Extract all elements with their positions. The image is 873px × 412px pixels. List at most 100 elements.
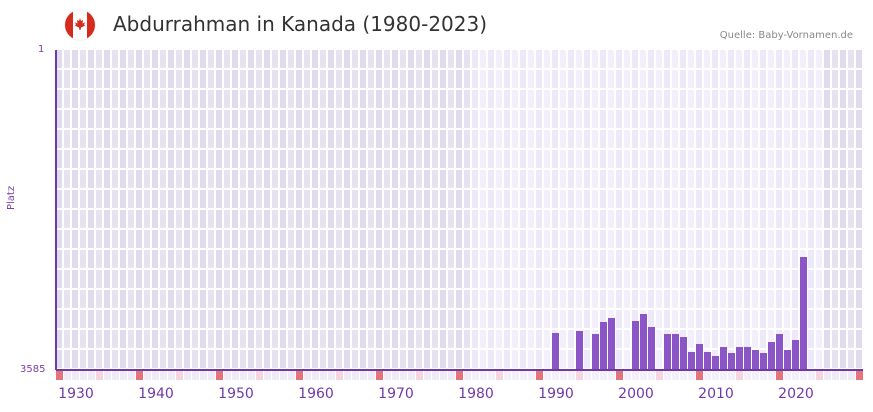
- grid-column: [776, 50, 784, 370]
- bar-2014[interactable]: [744, 347, 751, 370]
- bar-2018[interactable]: [776, 333, 783, 370]
- year-marker: [696, 371, 703, 380]
- year-marker: [728, 371, 735, 380]
- year-marker: [472, 371, 479, 380]
- grid-column: [808, 50, 816, 370]
- grid-column: [248, 50, 256, 370]
- grid-column: [464, 50, 472, 370]
- grid-column: [720, 50, 728, 370]
- year-marker: [592, 371, 599, 380]
- grid-column: [672, 50, 680, 370]
- grid-column: [816, 50, 824, 370]
- x-tick-label: 1980: [458, 386, 494, 402]
- grid-column: [192, 50, 200, 370]
- year-marker: [440, 371, 447, 380]
- bar-2005[interactable]: [672, 333, 679, 370]
- year-marker: [176, 371, 183, 380]
- year-marker: [656, 371, 663, 380]
- bar-2020[interactable]: [792, 340, 799, 370]
- year-marker: [192, 371, 199, 380]
- bar-1990[interactable]: [552, 332, 559, 370]
- bar-2011[interactable]: [720, 347, 727, 370]
- year-marker: [680, 371, 687, 380]
- year-marker: [776, 371, 783, 380]
- bar-2000[interactable]: [632, 321, 639, 370]
- grid-column: [440, 50, 448, 370]
- grid-column: [88, 50, 96, 370]
- year-marker: [288, 371, 295, 380]
- grid-column: [744, 50, 752, 370]
- year-marker: [248, 371, 255, 380]
- grid-column: [176, 50, 184, 370]
- grid-column: [584, 50, 592, 370]
- bar-1996[interactable]: [600, 322, 607, 370]
- x-tick-label: 2020: [778, 386, 814, 402]
- year-marker: [128, 371, 135, 380]
- year-marker: [208, 371, 215, 380]
- grid-column: [520, 50, 528, 370]
- year-marker: [784, 371, 791, 380]
- year-marker: [280, 371, 287, 380]
- grid-column: [712, 50, 720, 370]
- year-marker: [64, 371, 71, 380]
- bar-2008[interactable]: [696, 344, 703, 370]
- year-marker: [632, 371, 639, 380]
- year-marker: [104, 371, 111, 380]
- grid-column: [448, 50, 456, 370]
- grid-column: [544, 50, 552, 370]
- grid-column: [424, 50, 432, 370]
- year-marker: [464, 371, 471, 380]
- bar-2007[interactable]: [688, 352, 695, 370]
- grid-column: [168, 50, 176, 370]
- year-marker: [72, 371, 79, 380]
- year-marker: [584, 371, 591, 380]
- bar-1995[interactable]: [592, 333, 599, 370]
- grid-column: [392, 50, 400, 370]
- bar-2006[interactable]: [680, 336, 687, 370]
- year-marker: [840, 371, 847, 380]
- year-marker: [416, 371, 423, 380]
- year-marker: [760, 371, 767, 380]
- bar-2021[interactable]: [800, 257, 807, 370]
- bar-2013[interactable]: [736, 347, 743, 370]
- bar-2017[interactable]: [768, 341, 775, 370]
- bar-2015[interactable]: [752, 349, 759, 370]
- grid-column: [96, 50, 104, 370]
- grid-column: [360, 50, 368, 370]
- bar-1997[interactable]: [608, 317, 615, 370]
- year-marker: [640, 371, 647, 380]
- bar-2019[interactable]: [784, 349, 791, 370]
- year-marker: [264, 371, 271, 380]
- year-marker: [256, 371, 263, 380]
- grid-column: [112, 50, 120, 370]
- year-marker: [576, 371, 583, 380]
- grid-column: [560, 50, 568, 370]
- year-marker: [824, 371, 831, 380]
- year-marker: [856, 371, 863, 380]
- grid-column: [128, 50, 136, 370]
- grid-column: [536, 50, 544, 370]
- grid-column: [400, 50, 408, 370]
- grid-column: [480, 50, 488, 370]
- year-marker: [272, 371, 279, 380]
- bar-2010[interactable]: [712, 356, 719, 370]
- bar-2004[interactable]: [664, 333, 671, 370]
- canada-flag-icon: [65, 10, 95, 40]
- bar-2001[interactable]: [640, 314, 647, 370]
- bar-2002[interactable]: [648, 326, 655, 370]
- grid-column: [208, 50, 216, 370]
- grid-column: [184, 50, 192, 370]
- bar-2009[interactable]: [704, 352, 711, 370]
- year-marker: [568, 371, 575, 380]
- bar-1993[interactable]: [576, 331, 583, 370]
- year-marker: [88, 371, 95, 380]
- year-marker: [792, 371, 799, 380]
- year-marker: [336, 371, 343, 380]
- grid-column: [768, 50, 776, 370]
- bar-2016[interactable]: [760, 353, 767, 370]
- year-marker: [328, 371, 335, 380]
- year-marker: [408, 371, 415, 380]
- bar-2012[interactable]: [728, 353, 735, 370]
- grid-column: [328, 50, 336, 370]
- year-marker: [496, 371, 503, 380]
